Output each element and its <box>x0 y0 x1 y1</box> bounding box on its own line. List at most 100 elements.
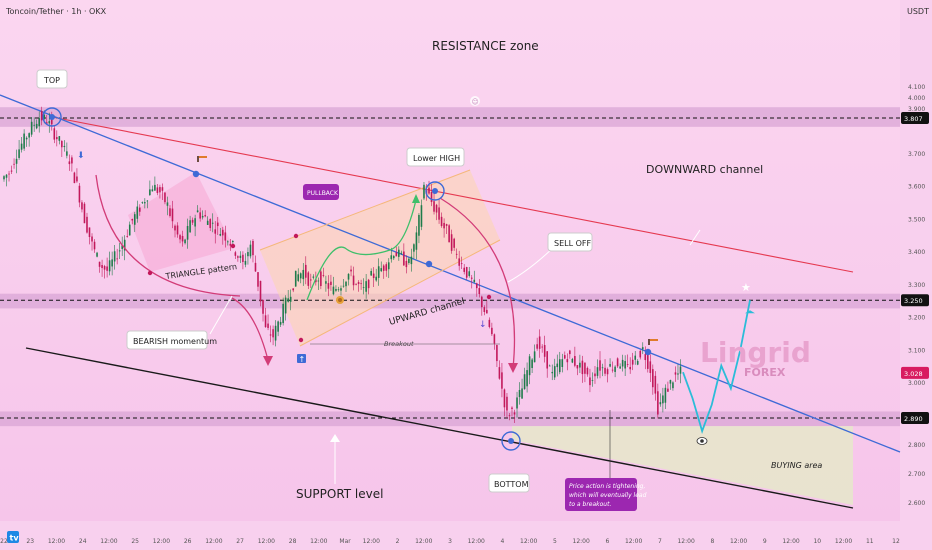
sell-off-label-box <box>547 232 593 252</box>
bearish-arrow-head <box>263 356 273 366</box>
candle-body-233 <box>589 377 591 386</box>
x-tick-0: 22 <box>0 538 8 545</box>
y-tick-4.000: 4.000 <box>908 95 925 102</box>
downward-channel-pointer <box>689 229 701 246</box>
candle-body-65 <box>166 202 169 206</box>
candle-body-211 <box>533 351 536 363</box>
lower-high-label: Lower HIGH <box>413 154 460 163</box>
candle-body-256 <box>646 353 649 369</box>
candle-body-176 <box>445 224 448 226</box>
candle-body-10 <box>28 133 30 138</box>
candle-body-240 <box>606 369 609 375</box>
svg-text:⬇: ⬇ <box>77 151 85 161</box>
candle-body-247 <box>624 361 626 369</box>
circle-marker-dot-2 <box>508 438 514 444</box>
svg-text:☺: ☺ <box>472 98 479 106</box>
candle-body-268 <box>677 373 679 375</box>
x-tick-22: 12:00 <box>573 538 590 545</box>
candle-body-197 <box>498 367 501 379</box>
candle-body-157 <box>398 249 400 257</box>
svg-text:↓: ↓ <box>479 320 487 330</box>
candle-body-1 <box>5 174 8 178</box>
x-tick-11: 28 <box>289 538 297 545</box>
candle-body-242 <box>611 369 614 371</box>
downward-channel-label: DOWNWARD channel <box>646 163 763 176</box>
pivot-dot-0 <box>147 270 153 276</box>
x-tick-16: 12:00 <box>415 538 432 545</box>
candle-body-137 <box>347 273 350 280</box>
candle-body-73 <box>186 225 189 240</box>
candle-body-226 <box>571 358 574 363</box>
candle-body-213 <box>538 336 541 349</box>
candle-body-155 <box>392 256 395 259</box>
lower-high-label-box <box>406 147 465 167</box>
pivot-dot-3 <box>298 337 304 343</box>
candle-body-121 <box>307 272 310 286</box>
candle-body-141 <box>357 282 360 285</box>
candle-body-106 <box>269 334 272 336</box>
x-tick-18: 12:00 <box>468 538 485 545</box>
candle-body-239 <box>604 367 606 374</box>
candle-body-112 <box>284 297 287 314</box>
candle-body-29 <box>76 176 78 182</box>
candle-body-111 <box>282 303 284 324</box>
candle-body-76 <box>194 218 196 227</box>
candle-body-238 <box>601 367 604 369</box>
pivot-dot-1 <box>230 243 236 249</box>
candle-body-261 <box>659 402 662 405</box>
candle-body-80 <box>204 215 206 217</box>
candle-body-39 <box>101 265 103 269</box>
candle-body-93 <box>237 256 239 258</box>
candle-body-223 <box>564 355 566 359</box>
circle-marker-1 <box>425 181 445 201</box>
candle-body-104 <box>264 315 267 328</box>
x-tick-4: 12:00 <box>100 538 117 545</box>
bearish-momentum-label-box <box>126 330 208 350</box>
candle-body-89 <box>227 241 229 243</box>
candle-body-48 <box>123 239 126 251</box>
candle-body-170 <box>430 191 433 203</box>
candle-body-237 <box>599 360 601 371</box>
y-tick-2.600: 2.600 <box>908 500 925 507</box>
candle-body-113 <box>287 298 289 302</box>
trend-touch-dot-0 <box>192 170 200 178</box>
star-icon: ★ <box>741 281 751 294</box>
x-tick-7: 26 <box>184 538 192 545</box>
pullback-arrow <box>306 199 417 301</box>
support-trend-line <box>25 347 854 509</box>
y-tick-4.100: 4.100 <box>908 84 925 91</box>
candle-body-42 <box>108 260 111 272</box>
candle-body-0 <box>3 176 5 180</box>
bottom-label: BOTTOM <box>494 480 529 489</box>
candle-body-119 <box>302 269 305 280</box>
candle-body-22 <box>58 136 61 141</box>
candle-body-142 <box>360 283 362 285</box>
candle-body-225 <box>569 350 571 355</box>
candle-body-161 <box>408 258 410 263</box>
candle-body-70 <box>179 235 181 240</box>
candle-body-23 <box>61 140 63 148</box>
trend-touch-dot-2 <box>644 348 652 356</box>
candle-body-267 <box>674 372 677 375</box>
candle-body-144 <box>365 281 367 292</box>
candle-body-248 <box>626 364 629 365</box>
candle-body-245 <box>619 366 621 369</box>
shield-badge-icon: ⬇ <box>77 151 85 161</box>
candle-body-13 <box>35 123 38 129</box>
candle-body-193 <box>488 319 491 327</box>
upward-channel-area <box>260 170 500 346</box>
candle-body-78 <box>199 212 201 219</box>
candle-body-151 <box>382 265 385 271</box>
candle-body-252 <box>636 360 639 365</box>
x-tick-27: 8 <box>710 538 714 545</box>
candle-body-81 <box>206 220 209 225</box>
candle-body-32 <box>83 203 86 224</box>
logo-badge-icon: tv <box>7 531 19 543</box>
candle-body-108 <box>274 325 277 341</box>
candle-body-202 <box>511 407 513 409</box>
candle-body-218 <box>551 371 554 374</box>
candle-body-146 <box>370 270 372 276</box>
candle-body-266 <box>672 382 674 389</box>
candle-body-97 <box>247 252 249 257</box>
candle-body-199 <box>503 389 506 408</box>
